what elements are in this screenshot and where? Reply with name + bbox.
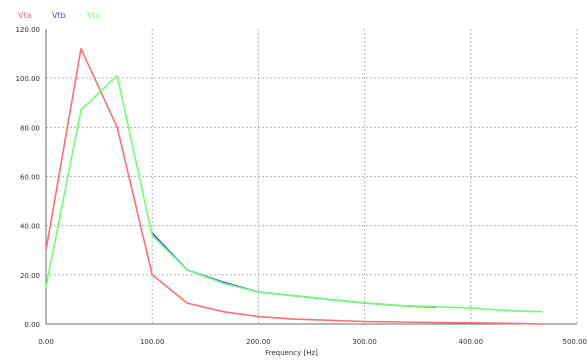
x-axis-title: Frequency [Hz] [265,349,318,357]
series-line-vtc [45,74,543,313]
tick-labels: 0.00 100.00 200.00 300.00 400.00 500.00 0.00 20… [16,26,587,346]
series-layer [45,47,543,325]
x-tick-label: 200.00 [246,338,271,346]
y-tick-label: 120.00 [16,26,41,34]
grid [45,29,578,325]
y-tick-label: 40.00 [20,223,40,231]
x-tick-label: 0.00 [38,338,54,346]
legend-item-vtc: Vtc [87,11,100,20]
series-line-vta [45,47,543,325]
x-tick-label: 100.00 [140,338,165,346]
y-tick-label: 60.00 [20,174,40,182]
y-tick-label: 0.00 [24,321,40,329]
x-tick-label: 500.00 [563,338,587,346]
y-tick-label: 100.00 [16,75,41,83]
y-tick-label: 80.00 [20,124,40,132]
y-tick-label: 20.00 [20,272,40,280]
legend: Vta Vtb Vtc [18,11,100,20]
legend-item-vta: Vta [18,11,32,20]
x-tick-label: 300.00 [352,338,377,346]
legend-item-vtb: Vtb [52,11,66,20]
x-tick-label: 400.00 [459,338,484,346]
